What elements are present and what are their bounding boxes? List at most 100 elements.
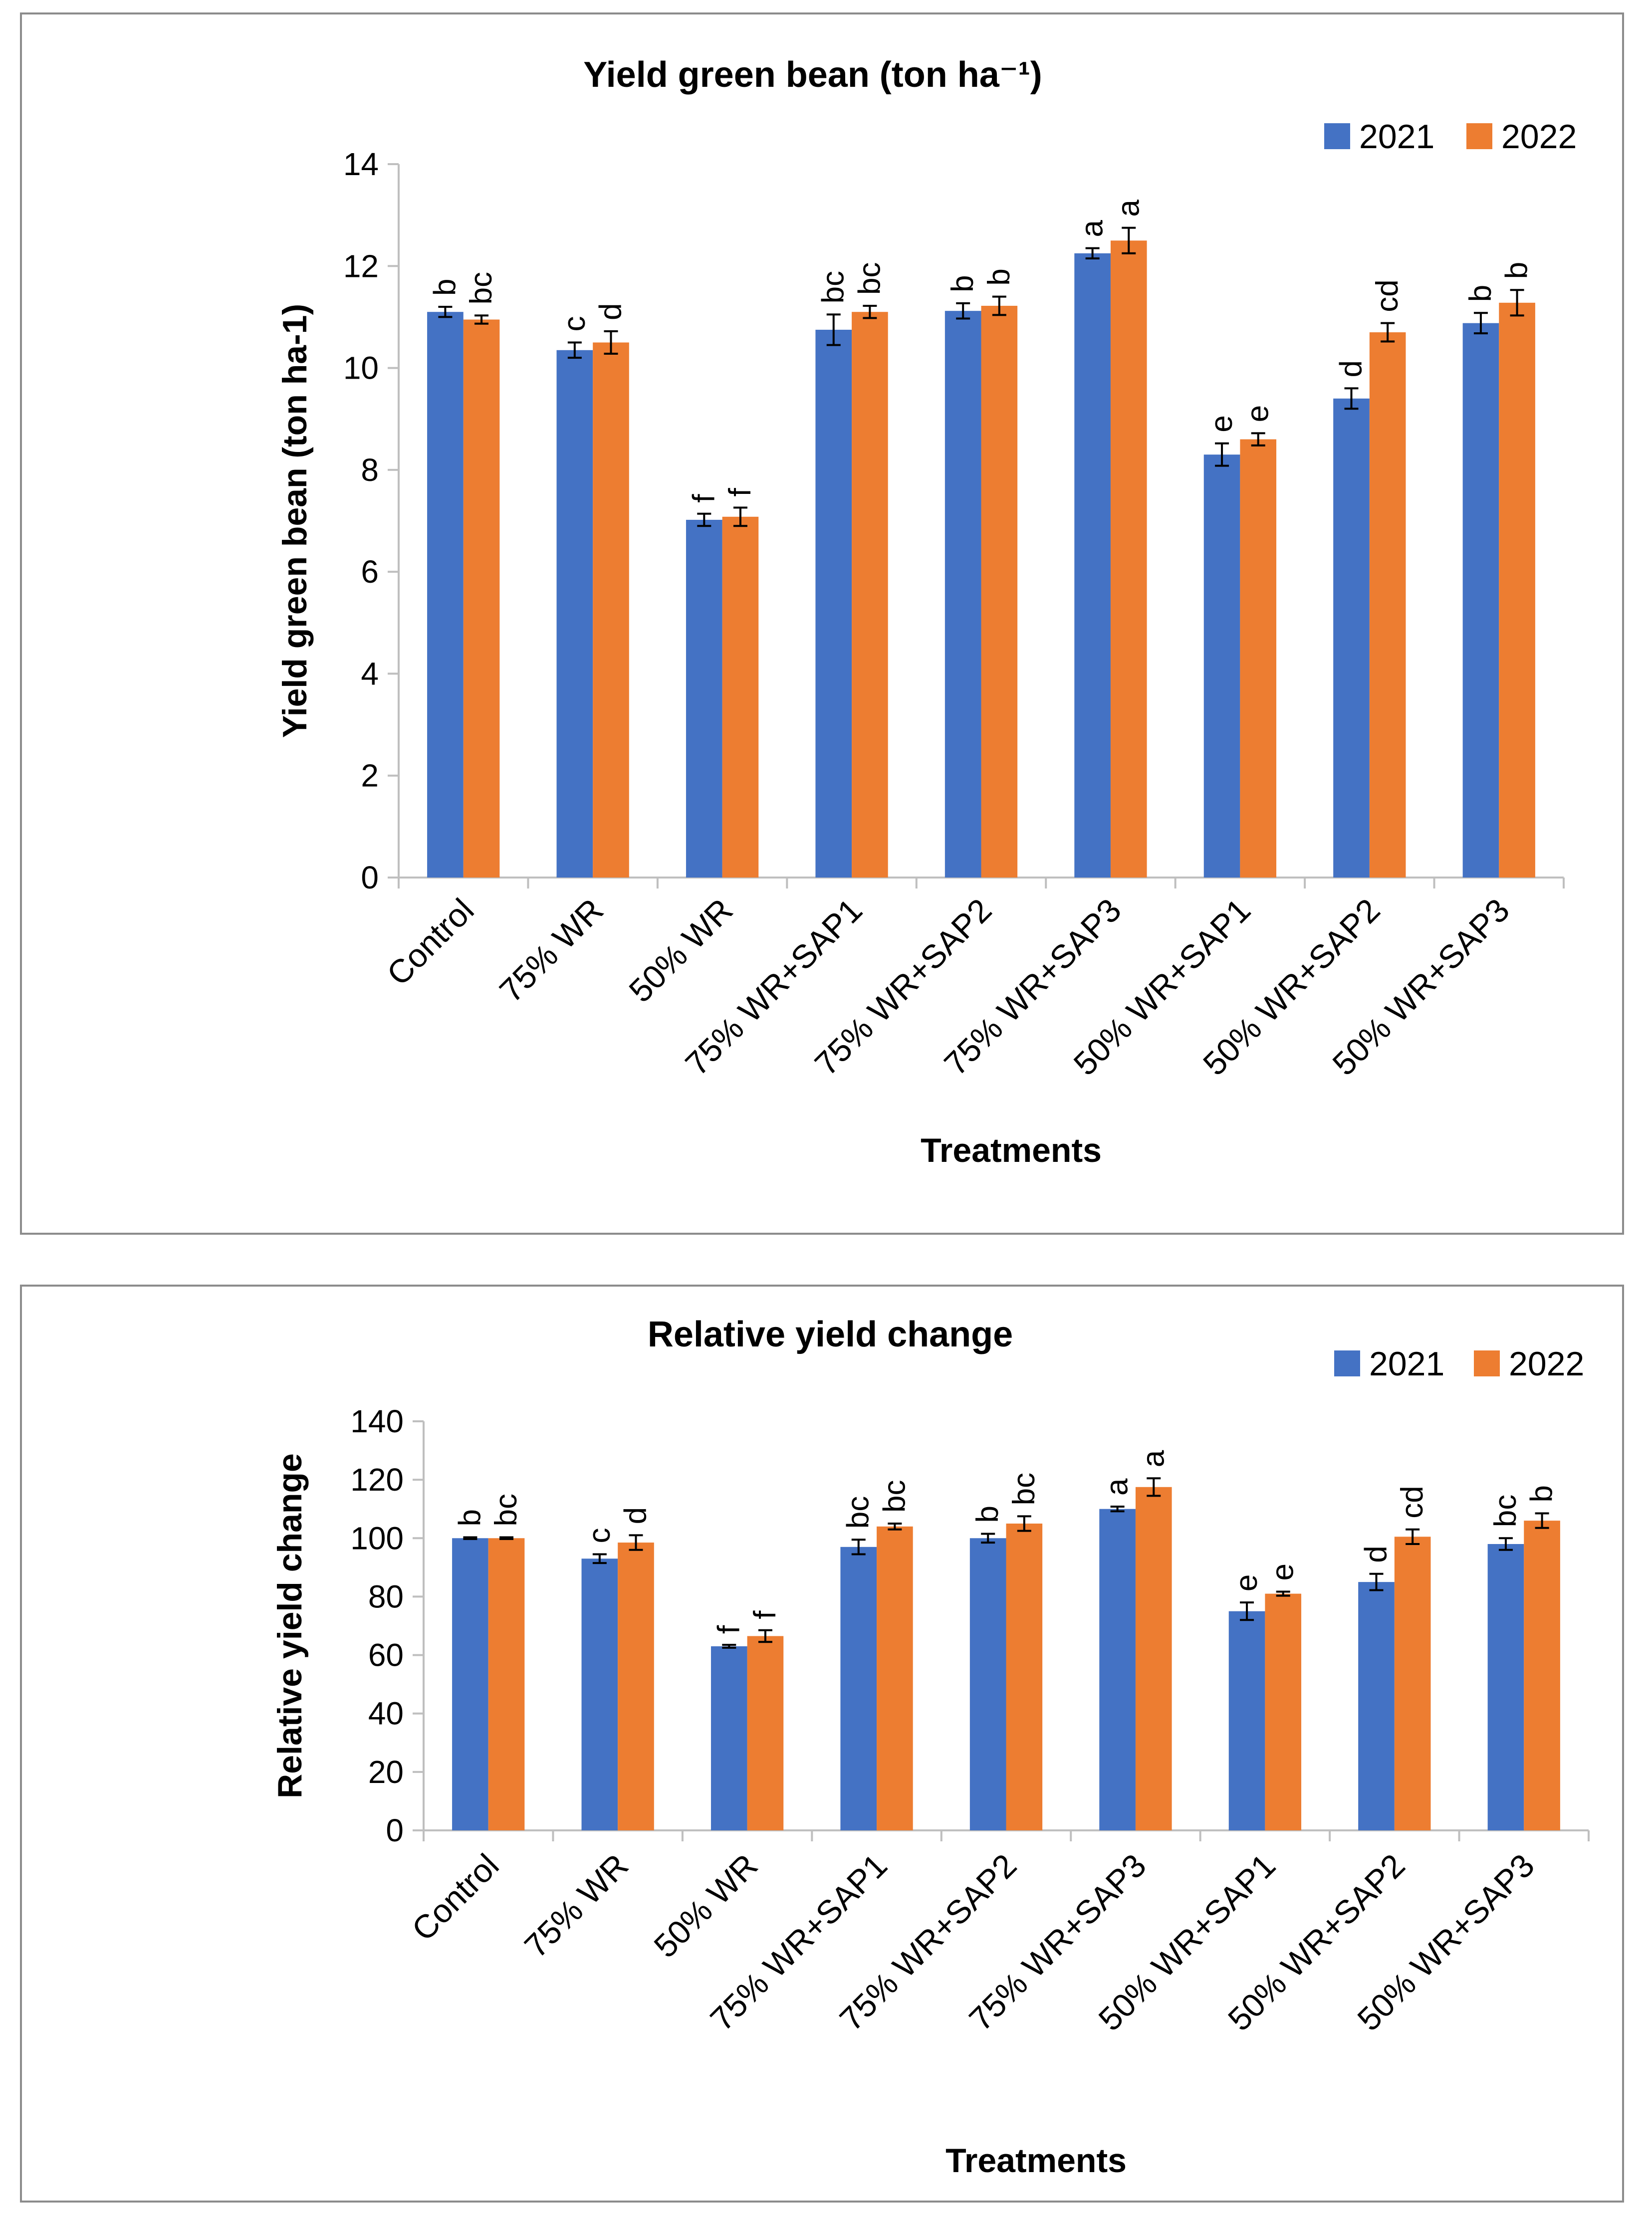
bar-2022 [618, 1543, 654, 1830]
y-tick-label: 20 [368, 1754, 404, 1790]
category-label: Control [380, 891, 481, 993]
category-label: 50% WR [647, 1847, 764, 1965]
relative-yield-chart-panel: Relative yield change 0 20 40 60 80 100 120 140 b… [20, 1285, 1624, 2203]
bar-2021 [815, 329, 852, 878]
legend-swatch-2022 [1466, 123, 1492, 149]
y-tick-label: 100 [350, 1520, 404, 1556]
significance-letter: bc [816, 271, 851, 303]
bar-2021 [1487, 1544, 1524, 1830]
significance-letter: bc [877, 1480, 912, 1513]
bar-2021 [969, 1538, 1006, 1830]
bar-2021 [1099, 1509, 1136, 1830]
bar-2021 [452, 1538, 488, 1830]
bar-2021 [1203, 454, 1240, 878]
bar-2021 [944, 311, 981, 878]
bar-2021 [1074, 253, 1111, 878]
chart-title: Yield green bean (ton ha⁻¹) [583, 55, 1042, 95]
bar-2022 [1524, 1521, 1560, 1830]
legend-swatch-2022 [1474, 1350, 1500, 1376]
bar-2022 [1135, 1487, 1172, 1830]
y-tick-label: 80 [368, 1578, 404, 1614]
significance-letter: bc [1488, 1495, 1523, 1527]
bar-2022 [593, 342, 629, 878]
significance-letter: d [1359, 1546, 1394, 1562]
bar-2021 [1358, 1582, 1395, 1830]
y-tick-label: 60 [368, 1637, 404, 1673]
bar-2022 [722, 516, 759, 878]
significance-letter: b [1525, 1485, 1559, 1502]
significance-letter: cd [1370, 279, 1405, 312]
bar-2021 [840, 1547, 877, 1830]
bar-2022 [1110, 240, 1147, 878]
y-tick-label: 2 [361, 758, 379, 794]
bar-2022 [1006, 1524, 1043, 1830]
significance-letter: f [687, 494, 721, 503]
y-tick-label: 0 [361, 860, 379, 895]
legend-swatch-2021 [1334, 1350, 1360, 1376]
y-tick-label: 14 [343, 146, 379, 182]
significance-letter: f [711, 1625, 746, 1634]
significance-letter: bc [464, 272, 498, 304]
category-label: 75% WR [517, 1847, 635, 1965]
bar-2021 [1462, 323, 1499, 878]
bar-2021 [581, 1558, 618, 1830]
significance-letter: d [593, 303, 628, 320]
bar-2022 [877, 1526, 913, 1830]
significance-letter: e [1229, 1574, 1264, 1591]
significance-letter: e [1204, 415, 1239, 432]
x-axis-title: Treatments [921, 1131, 1102, 1169]
chart-title: Relative yield change [648, 1315, 1013, 1354]
x-axis-title: Treatments [945, 2142, 1127, 2180]
y-axis-title: Yield green bean (ton ha-1) [276, 304, 314, 738]
bar-2022 [981, 305, 1018, 878]
y-tick-label: 140 [350, 1403, 404, 1439]
significance-letter: f [748, 1610, 782, 1619]
significance-letter: b [428, 279, 462, 296]
legend-swatch-2021 [1324, 123, 1350, 149]
significance-letter: bc [852, 262, 887, 294]
category-label: 50% WR [622, 891, 739, 1009]
significance-letter: d [618, 1507, 653, 1524]
significance-letter: b [1463, 285, 1498, 302]
significance-letter: a [1100, 1478, 1135, 1496]
significance-letter: a [1136, 1450, 1171, 1467]
bar-2022 [1265, 1593, 1302, 1830]
legend-label-2021: 2021 [1369, 1345, 1444, 1383]
significance-letter: b [982, 268, 1016, 285]
significance-letter: e [1241, 405, 1275, 422]
bar-2022 [747, 1636, 784, 1830]
significance-letter: a [1111, 200, 1146, 217]
category-label: Control [405, 1847, 506, 1948]
bar-2022 [1499, 302, 1535, 878]
significance-letter: a [1075, 220, 1110, 237]
y-tick-label: 0 [386, 1812, 404, 1848]
bar-2021 [1333, 398, 1370, 878]
significance-letter: bc [489, 1494, 523, 1526]
bar-2022 [1369, 332, 1406, 878]
bar-2021 [710, 1646, 747, 1830]
bar-2022 [488, 1538, 525, 1830]
bar-2022 [463, 319, 500, 878]
significance-letter: c [557, 316, 592, 332]
significance-letter: bc [1007, 1473, 1041, 1505]
yield-chart-panel: Yield green bean (ton ha⁻¹) 0 2 4 6 8 10 12 14 b b… [20, 12, 1624, 1235]
y-tick-label: 6 [361, 554, 379, 590]
category-label: 75% WR [492, 891, 610, 1009]
significance-letter: cd [1395, 1486, 1429, 1518]
y-tick-label: 120 [350, 1462, 404, 1498]
bar-2022 [1394, 1537, 1431, 1830]
bar-2022 [1240, 439, 1277, 878]
significance-letter: b [945, 275, 980, 292]
significance-letter: b [1500, 262, 1534, 279]
y-tick-label: 8 [361, 452, 379, 488]
bar-2021 [686, 519, 722, 878]
relative-yield-chart: Relative yield change 0 20 40 60 80 100 120 140 b… [271, 1315, 1590, 2180]
y-tick-label: 12 [343, 248, 379, 284]
significance-letter: bc [841, 1496, 876, 1529]
significance-letter: b [453, 1509, 487, 1526]
y-tick-label: 4 [361, 656, 379, 691]
bar-2021 [556, 350, 593, 878]
legend-label-2022: 2022 [1501, 118, 1577, 156]
legend-label-2021: 2021 [1359, 118, 1434, 156]
